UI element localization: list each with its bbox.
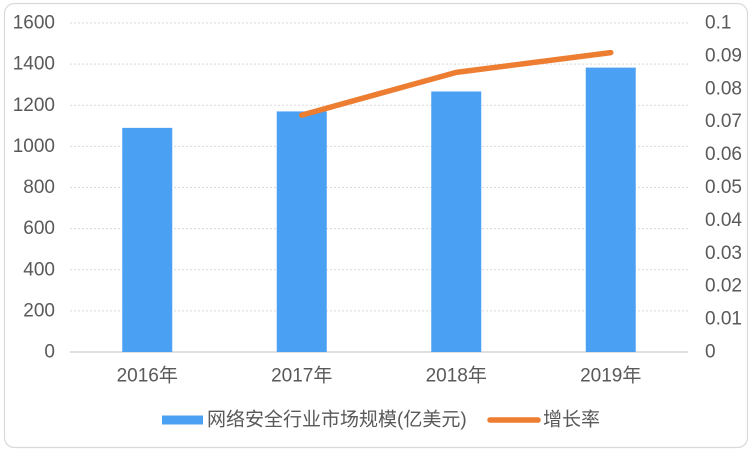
right-axis-tick-label: 0.04 [705, 210, 742, 231]
right-axis-tick-label: 0.01 [705, 309, 742, 330]
category-label-2017年: 2017年 [271, 365, 332, 387]
right-axis-tick-label: 0 [705, 342, 716, 363]
growth-rate-line [299, 49, 614, 118]
legend-swatch-market-size [162, 415, 203, 425]
left-axis-tick-label: 1400 [13, 54, 55, 75]
left-axis-tick-label: 400 [23, 259, 55, 280]
bar-2018年 [431, 91, 482, 353]
left-axis-tick-label: 1200 [13, 95, 55, 116]
right-axis-tick-label: 0.05 [705, 177, 742, 198]
left-axis-tick-label: 600 [23, 218, 55, 239]
left-axis-tick-label: 0 [44, 342, 55, 363]
bar-2019年 [585, 67, 636, 352]
right-axis-tick-label: 0.03 [705, 243, 742, 264]
right-axis-tick-label: 0.1 [705, 13, 731, 34]
bar-2017年 [276, 111, 327, 352]
legend-label-growth-rate: 增长率 [543, 409, 600, 431]
right-axis-tick-label: 0.07 [705, 111, 742, 132]
legend-label-market-size: 网络安全行业市场规模(亿美元) [207, 409, 467, 431]
left-axis-tick-label: 1600 [13, 13, 55, 34]
right-axis-tick-label: 0.06 [705, 144, 742, 165]
right-axis-tick-label: 0.09 [705, 45, 742, 66]
bar-2016年 [122, 127, 173, 353]
category-label-2018年: 2018年 [426, 365, 487, 387]
left-axis-tick-label: 200 [23, 300, 55, 321]
category-label-2016年: 2016年 [117, 365, 178, 387]
left-axis-tick-label: 1000 [13, 136, 55, 157]
left-axis-tick-label: 800 [23, 177, 55, 198]
category-label-2019年: 2019年 [580, 365, 641, 387]
right-axis-tick-label: 0.02 [705, 276, 742, 297]
right-axis-tick-label: 0.08 [705, 78, 742, 99]
chart-border [3, 2, 749, 449]
